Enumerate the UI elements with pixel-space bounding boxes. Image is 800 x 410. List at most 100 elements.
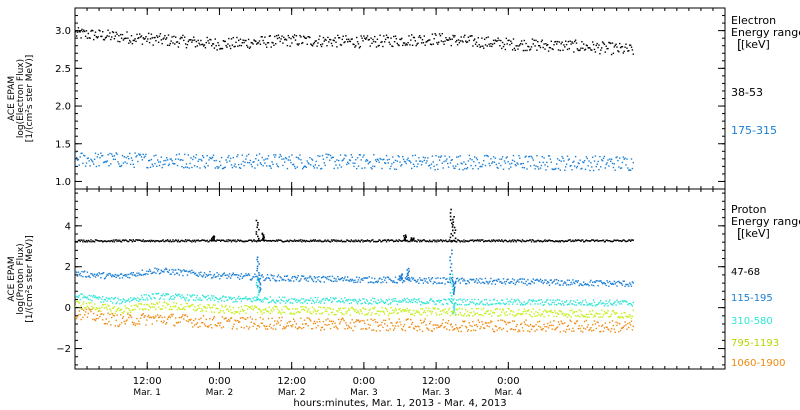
data-point [295,323,298,325]
data-point [585,319,588,322]
data-point [317,325,319,327]
data-point [220,275,222,277]
data-point [590,327,592,329]
data-point [157,306,160,308]
data-point [173,298,175,300]
data-point [274,279,276,281]
data-point [347,161,349,163]
data-point [474,304,477,306]
data-point [244,318,246,320]
data-point [357,319,360,321]
data-point [310,320,312,322]
data-point [303,36,306,38]
data-point [488,162,490,165]
data-point [531,316,534,318]
data-point [631,305,634,307]
data-point [384,239,387,241]
data-point [453,226,456,229]
data-point [573,281,575,284]
data-point [400,276,402,278]
data-point [289,302,291,304]
data-point [408,279,410,282]
legend-title: Proton [731,203,766,216]
data-point [251,240,253,243]
data-point [609,321,611,324]
data-point [545,330,547,332]
data-point [458,240,461,242]
data-point [166,302,168,304]
data-point [415,160,417,162]
data-point [602,330,605,333]
data-point [488,281,490,283]
data-point [603,43,606,45]
data-point [327,299,329,301]
data-point [436,164,438,166]
data-point [200,271,202,273]
data-point [102,272,105,274]
data-point [238,307,240,309]
data-point [166,304,169,306]
data-point [197,305,199,307]
data-point [482,303,484,305]
data-point [163,271,165,273]
data-point [498,239,500,241]
data-point [311,299,314,301]
data-point [106,273,108,276]
data-point [588,284,590,287]
data-point [326,240,328,242]
data-point [94,295,97,297]
data-point [159,33,162,35]
data-point [117,297,119,299]
data-point [524,156,526,158]
data-point [293,165,296,168]
data-point [286,307,289,310]
data-point [402,158,405,161]
data-point [240,163,243,165]
data-point [284,240,287,242]
data-point [373,308,375,310]
data-point [491,321,493,323]
data-point [544,239,546,241]
data-point [157,314,159,316]
data-point [326,297,328,299]
data-point [442,277,444,279]
y-tick-label: 2.0 [55,102,71,113]
data-point [564,322,566,324]
data-point [515,281,517,284]
data-point [140,274,143,276]
data-point [453,303,455,306]
data-point [132,163,134,165]
data-point [493,161,496,163]
data-point [172,305,174,308]
data-point [224,40,226,43]
data-point [147,299,149,301]
data-point [470,239,472,241]
data-point [115,302,117,305]
data-point [559,284,561,286]
data-point [447,162,449,165]
data-point [253,39,255,41]
data-point [427,40,429,42]
data-point [75,151,77,153]
data-point [456,326,458,329]
data-point [421,302,424,304]
legend-bracket: [ [737,227,742,242]
data-point [233,296,235,299]
data-point [466,240,469,242]
data-point [520,278,522,280]
data-point [568,303,570,305]
data-point [590,304,592,306]
data-point [358,298,361,301]
data-point [377,159,379,161]
data-point [239,275,242,277]
data-point [582,47,584,49]
data-point [371,42,373,44]
data-point [374,41,377,43]
data-point [223,318,225,320]
data-point [258,279,260,281]
data-point [336,310,338,312]
data-point [266,325,268,328]
data-point [500,240,502,242]
data-point [588,160,590,162]
data-point [410,238,413,241]
